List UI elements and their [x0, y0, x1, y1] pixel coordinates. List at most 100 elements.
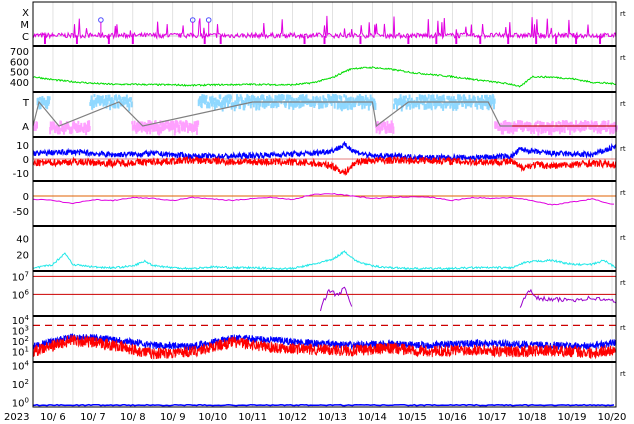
- polarity-point: [472, 97, 475, 104]
- polarity-point: [583, 126, 586, 131]
- flare-marker: [205, 17, 212, 23]
- polarity-point: [299, 102, 302, 109]
- temp-tick-1e6: 106: [12, 288, 30, 301]
- polarity-point: [197, 120, 200, 125]
- polarity-point: [114, 103, 117, 109]
- right-marker-temperature: rt: [620, 279, 626, 287]
- polarity-point: [441, 95, 444, 101]
- polarity-point: [512, 127, 515, 135]
- polarity-point: [358, 94, 361, 102]
- polarity-point: [49, 127, 52, 135]
- polarity-point: [344, 100, 347, 109]
- polarity-point: [379, 126, 382, 133]
- polarity-point: [521, 120, 524, 126]
- polarity-point: [106, 99, 109, 105]
- polarity-point: [242, 100, 245, 104]
- polarity-point: [594, 123, 597, 131]
- polarity-point: [607, 120, 610, 128]
- polarity-point: [410, 97, 413, 105]
- imf-tick-m10: -10: [13, 169, 29, 180]
- polarity-point: [367, 101, 370, 106]
- polarity-point: [113, 103, 116, 109]
- polarity-point: [136, 122, 139, 129]
- polarity-point: [111, 97, 114, 103]
- polarity-point: [418, 102, 421, 110]
- polarity-point: [117, 103, 120, 109]
- polarity-point: [112, 100, 115, 107]
- x-label-day: 10/ 9: [160, 412, 186, 423]
- polarity-point: [319, 100, 322, 109]
- polarity-point: [551, 120, 554, 127]
- polarity-point: [550, 127, 553, 136]
- polarity-point: [275, 101, 278, 109]
- right-marker-angle: rt: [620, 189, 626, 197]
- polarity-point: [122, 96, 125, 102]
- polarity-point: [430, 102, 433, 111]
- polarity-point: [385, 127, 388, 134]
- polarity-point: [199, 96, 202, 104]
- polarity-point: [158, 126, 161, 130]
- polarity-point: [456, 101, 459, 110]
- right-marker-density: rt: [620, 234, 626, 242]
- angle-tick-0: 0: [23, 192, 29, 203]
- polarity-point: [506, 121, 509, 126]
- polarity-point: [579, 120, 582, 128]
- x-label-year: 2023: [4, 412, 29, 423]
- axis-labels: rtrtrtrtrtrtrtrtrtXMC700600500400TA100-1…: [4, 8, 626, 423]
- polarity-point: [465, 98, 468, 104]
- polarity-point: [145, 122, 148, 131]
- polarity-point: [557, 120, 560, 125]
- polarity-point: [301, 94, 304, 102]
- polarity-point: [320, 101, 323, 105]
- polarity-point: [562, 120, 565, 126]
- polarity-point: [333, 94, 336, 99]
- polarity-point: [509, 124, 512, 132]
- polarity-point: [339, 95, 342, 100]
- polarity-point: [446, 101, 449, 106]
- polarity-point: [41, 99, 44, 103]
- polarity-point: [219, 94, 222, 100]
- polarity-point: [449, 103, 452, 109]
- polarity-point: [122, 101, 125, 107]
- polarity-point: [424, 96, 427, 101]
- x-label-day: 10/16: [438, 412, 467, 423]
- polarity-point: [570, 121, 573, 128]
- polarity-point: [591, 122, 594, 128]
- polarity-point: [383, 122, 386, 130]
- polarity-point: [438, 101, 441, 107]
- polarity-point: [348, 97, 351, 101]
- polarity-point: [222, 97, 225, 105]
- polarity-point: [504, 120, 507, 128]
- polarity-point: [421, 94, 424, 100]
- right-marker-imf: rt: [620, 145, 626, 153]
- polarity-point: [261, 94, 264, 101]
- polarity-point: [321, 102, 324, 109]
- polarity-point: [164, 120, 167, 128]
- polarity-point: [86, 120, 89, 129]
- xray-tick-x: X: [22, 8, 29, 19]
- polarity-point: [71, 127, 74, 134]
- polarity-point: [166, 125, 169, 129]
- polarity-point: [537, 126, 540, 133]
- polarity-point: [612, 126, 615, 134]
- xray-tick-c: C: [22, 32, 29, 43]
- polarity-point: [324, 98, 327, 103]
- polarity-point: [536, 127, 539, 132]
- polarity-point: [363, 103, 366, 109]
- polarity-point: [507, 121, 510, 126]
- polarity-point: [331, 94, 334, 99]
- polarity-point: [277, 94, 280, 101]
- polarity-point: [590, 123, 593, 130]
- polarity-point: [561, 125, 564, 133]
- polarity-point: [373, 100, 376, 105]
- polarity-point: [247, 98, 250, 106]
- polarity-point: [227, 100, 230, 108]
- polarity-point: [221, 103, 224, 112]
- polarity-point: [558, 127, 561, 135]
- polarity-point: [448, 95, 451, 100]
- data-series: [32, 15, 618, 407]
- polarity-point: [312, 96, 315, 102]
- polarity-point: [183, 123, 186, 132]
- polarity-point: [331, 97, 334, 103]
- polarity-point: [489, 95, 492, 102]
